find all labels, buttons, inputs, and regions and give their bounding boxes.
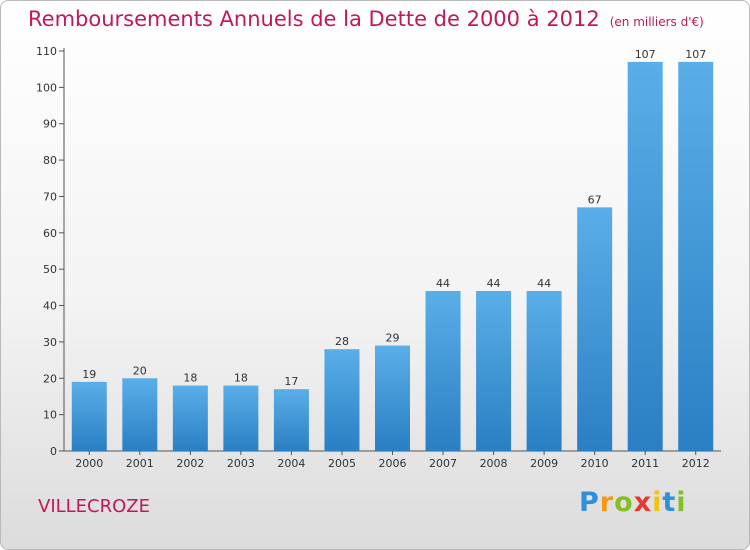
town-name: VILLECROZE [38,496,150,517]
bar [273,389,309,451]
bar [678,61,714,452]
chart-title: Remboursements Annuels de la Dette de 20… [28,7,704,31]
bar-value-label: 18 [183,372,197,385]
y-tick-label: 10 [43,409,57,422]
bar [476,291,512,451]
x-tick-label: 2004 [277,457,305,470]
bar-value-label: 67 [588,193,602,206]
x-tick-label: 2007 [429,457,457,470]
x-tick-label: 2003 [227,457,255,470]
bars: 19 20 18 18 17 28 29 44 44 44 67 107 107 [71,48,714,452]
bar-value-label: 19 [82,368,96,381]
bar-value-label: 107 [685,48,706,61]
y-tick-label: 20 [43,372,57,385]
bar-value-label: 44 [487,277,501,290]
logo-letter-6: t [662,487,677,518]
bar [425,291,461,451]
x-tick-label: 2010 [581,457,609,470]
bar [122,378,158,451]
bar [577,207,613,451]
bar [172,385,208,451]
y-tick-label: 70 [43,190,57,203]
y-tick-label: 40 [43,300,57,313]
bar [375,345,410,451]
logo-letter-1: P [579,487,600,518]
logo-letter-5: i [652,487,663,518]
logo-letter-3: o [614,487,634,518]
x-axis: 2000 2001 2002 2003 2004 2005 2006 2007 2008 2009… [64,450,721,470]
chart-unit: (en milliers d'€) [609,15,704,29]
y-tick-label: 50 [43,263,57,276]
bar [324,349,360,451]
y-axis: 0 10 20 30 40 50 60 70 80 90 100 110 [36,45,65,458]
y-tick-label: 90 [43,118,57,131]
bar-value-label: 20 [133,364,147,377]
bar-value-label: 44 [537,277,551,290]
x-tick-label: 2009 [530,457,558,470]
x-tick-label: 2011 [631,457,659,470]
bar-value-label: 18 [234,372,248,385]
bar [526,291,562,451]
chart-title-text: Remboursements Annuels de la Dette de 20… [28,7,600,31]
bar [627,61,663,452]
logo-letter-7: i [676,487,687,518]
x-tick-label: 2008 [480,457,508,470]
logo-letter-2: r [599,487,615,518]
bar [71,381,107,451]
y-tick-label: 110 [36,45,57,58]
bar-value-label: 17 [284,375,298,388]
x-tick-label: 2000 [75,457,103,470]
y-tick-label: 0 [50,445,57,458]
bar-value-label: 29 [386,332,400,345]
proxiti-logo: Proxiti [579,487,687,518]
bar-value-label: 28 [335,335,349,348]
bar [223,385,259,451]
x-tick-label: 2006 [379,457,407,470]
y-tick-label: 100 [36,81,57,94]
x-tick-label: 2005 [328,457,356,470]
x-tick-label: 2012 [682,457,710,470]
bar-value-label: 107 [635,48,656,61]
x-tick-label: 2001 [126,457,154,470]
x-tick-label: 2002 [176,457,204,470]
y-tick-label: 30 [43,336,57,349]
logo-letter-4: x [633,487,653,518]
y-tick-label: 80 [43,154,57,167]
y-tick-label: 60 [43,227,57,240]
bar-value-label: 44 [436,277,450,290]
